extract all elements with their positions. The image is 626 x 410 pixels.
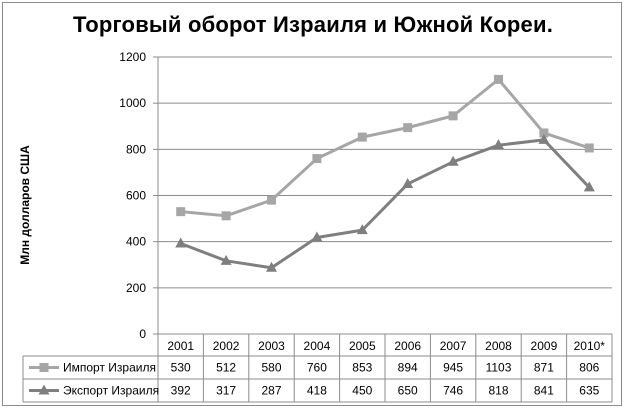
data-point-triangle <box>493 139 504 150</box>
x-tick-label: 2008 <box>485 339 512 353</box>
chart-frame <box>2 2 622 406</box>
y-tick-label: 1000 <box>119 96 146 110</box>
x-tick-label: 2003 <box>258 339 285 353</box>
y-tick-label: 400 <box>126 235 146 249</box>
data-point-triangle <box>538 133 550 144</box>
legend-label: Импорт Израиля <box>63 361 156 375</box>
table-cell-value: 746 <box>443 384 463 398</box>
table-cell-value: 650 <box>398 384 418 398</box>
table-cell-value: 635 <box>579 384 599 398</box>
x-tick-label: 2007 <box>440 339 467 353</box>
data-point-triangle <box>583 181 595 192</box>
table-cell-value: 841 <box>534 384 554 398</box>
x-tick-label: 2001 <box>167 339 194 353</box>
table-cell-value: 1103 <box>486 361 512 375</box>
y-axis-ticks: 0 200 400 600 800 1000 1200 <box>119 50 158 341</box>
table-cell-value: 317 <box>216 384 236 398</box>
x-tick-label: 2005 <box>349 339 376 353</box>
x-tick-label: 2010* <box>574 339 606 353</box>
chart-title: Торговый оборот Израиля и Южной Кореи. <box>72 12 554 37</box>
data-point-triangle <box>356 224 368 235</box>
data-point-square <box>539 128 549 138</box>
data-point-square <box>312 154 322 164</box>
table-cell-value: 945 <box>443 361 463 375</box>
data-point-triangle <box>175 237 187 248</box>
table-cell-value: 818 <box>488 384 508 398</box>
table-cell-value: 760 <box>307 361 327 375</box>
data-point-square <box>494 74 503 84</box>
data-point-square <box>267 195 276 205</box>
table-cell-value: 530 <box>171 361 191 375</box>
x-tick-label: 2009 <box>531 339 558 353</box>
data-point-square <box>221 211 231 221</box>
table-cell-value: 580 <box>261 361 281 375</box>
table-cell-value: 512 <box>216 361 236 375</box>
data-point-square <box>448 111 458 121</box>
table-cell-value: 418 <box>307 384 327 398</box>
legend-key-triangle <box>38 384 50 395</box>
series-line-2 <box>180 138 591 270</box>
y-tick-label: 200 <box>126 281 146 295</box>
table-cell-value: 806 <box>579 361 599 375</box>
data-point-triangle <box>266 261 277 272</box>
y-tick-label: 1200 <box>119 50 146 64</box>
data-point-square <box>584 143 594 153</box>
data-table: 2001 2002 2003 2004 2005 2006 2007 2008 2009 2010… <box>22 333 613 403</box>
x-tick-label: 2002 <box>213 339 240 353</box>
y-tick-label: 600 <box>126 189 146 203</box>
x-tick-label: 2006 <box>394 339 421 353</box>
series-line-1 <box>180 77 590 218</box>
data-point-triangle <box>311 231 323 242</box>
table-cell-value: 853 <box>352 361 372 375</box>
table-cell-value: 392 <box>171 384 191 398</box>
x-tick-label: 2004 <box>304 339 331 353</box>
table-cell-value: 450 <box>352 384 372 398</box>
series-group <box>175 74 595 272</box>
y-tick-label: 800 <box>126 142 146 156</box>
legend-key-square <box>39 363 49 372</box>
y-tick-label: 0 <box>139 327 146 341</box>
data-point-square <box>176 207 186 217</box>
gridlines <box>157 56 612 334</box>
table-cell-value: 894 <box>398 361 418 375</box>
table-cell-value: 287 <box>261 384 281 398</box>
legend-label: Экспорт Израиля <box>63 384 159 398</box>
data-point-triangle <box>220 254 232 265</box>
data-point-triangle <box>402 177 414 188</box>
data-point-square <box>403 123 413 133</box>
data-point-triangle <box>447 155 459 166</box>
table-cell-value: 871 <box>534 361 554 375</box>
data-point-square <box>357 132 367 142</box>
